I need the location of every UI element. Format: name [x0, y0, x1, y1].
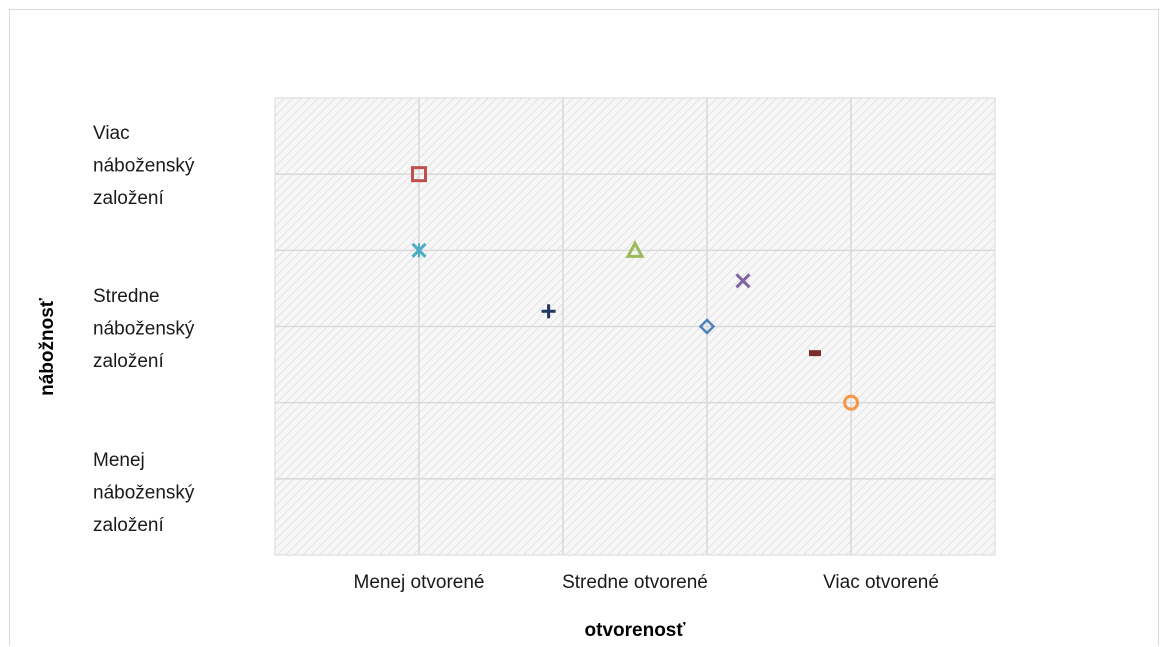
x-tick-label: Menej otvorené: [354, 572, 485, 593]
y-tick-label-line: Menej: [93, 450, 145, 471]
x-tick-label: Viac otvorené: [823, 572, 939, 593]
data-point-dash: [809, 350, 821, 357]
data-point-circle: [843, 394, 859, 411]
data-point-diamond: [698, 318, 716, 335]
y-axis-title: nábožnosť: [37, 297, 58, 396]
y-tick-label-line: založení: [93, 188, 164, 209]
y-tick-label: Stredne náboženský založení: [93, 286, 195, 372]
y-tick-label-line: Stredne: [93, 286, 160, 307]
x-tick-label: Stredne otvorené: [562, 572, 708, 593]
y-tick-label-line: náboženský: [93, 156, 195, 177]
y-tick-label-line: náboženský: [93, 483, 195, 504]
y-tick-labels: Menej náboženský založení Stredne náboženský…: [93, 123, 195, 536]
data-point-square: [411, 166, 427, 183]
y-tick-label-line: náboženský: [93, 319, 195, 340]
chart-frame: [9, 9, 1159, 646]
gridlines: [275, 98, 995, 555]
y-tick-label-line: Viac: [93, 123, 130, 144]
data-point-asterisk: [411, 242, 427, 258]
y-tick-label-line: založení: [93, 351, 164, 372]
data-points: [411, 166, 859, 411]
x-axis-title: otvorenosť: [585, 620, 687, 641]
data-point-x: [735, 273, 751, 289]
x-tick-labels: Menej otvorené Stredne otvorené Viac otvor…: [354, 572, 939, 593]
y-tick-label-line: založení: [93, 515, 164, 536]
data-point-triangle: [625, 240, 645, 258]
data-point-plus: [541, 304, 556, 319]
y-tick-label: Menej náboženský založení: [93, 450, 195, 536]
y-tick-label: Viac náboženský založení: [93, 123, 195, 209]
